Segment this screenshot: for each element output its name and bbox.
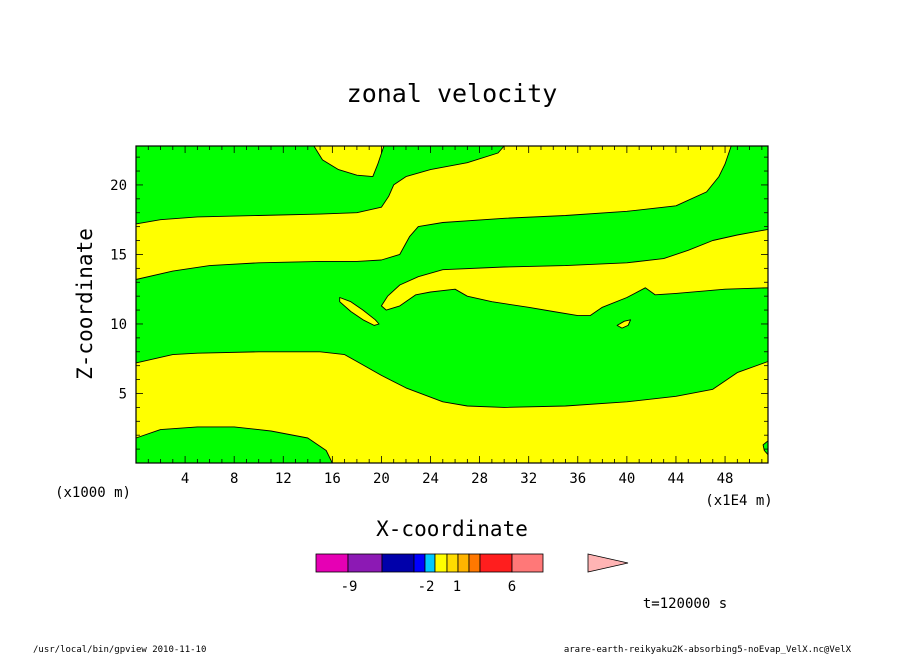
colorbar-arrow [587,553,629,573]
plot-area [135,145,769,464]
x-tick-label: 32 [520,471,537,487]
colorbar-label: -9 [341,579,358,595]
yellow-island-left [339,297,380,326]
x-tick-label: 8 [230,471,238,487]
yellow-island-right [616,319,632,329]
y-tick-label: 10 [110,317,127,333]
colorbar: -9 -2 1 6 [315,553,629,595]
x-tick-label: 12 [275,471,292,487]
chart-title: zonal velocity [347,79,558,108]
x-tick-label: 28 [471,471,488,487]
colorbar-segment [424,553,436,573]
colorbar-label: 1 [453,579,461,595]
y-tick-label: 15 [110,247,127,263]
colorbar-segment [434,553,448,573]
colorbar-segment [347,553,383,573]
colorbar-segment [479,553,513,573]
y-unit-label: (x1000 m) [55,485,131,501]
x-tick-label: 16 [324,471,341,487]
colorbar-segment [446,553,459,573]
green-band-mid [135,145,769,408]
y-tick-label: 20 [110,178,127,194]
x-tick-label: 20 [373,471,390,487]
colorbar-segment [457,553,470,573]
plot-frame [135,145,769,464]
x-tick-label: 36 [569,471,586,487]
y-tick-label: 5 [119,386,127,402]
x-tick-label: 40 [618,471,635,487]
footer-right: arare-earth-reikyaku2K-absorbing5-noEvap… [564,645,852,654]
footer-left: /usr/local/bin/gpview 2010-11-10 [33,645,206,654]
colorbar-segment [511,553,544,573]
colorbar-label: -2 [418,579,435,595]
x-tick-label: 4 [181,471,189,487]
colorbar-segment [381,553,415,573]
colorbar-segment [468,553,481,573]
x-unit-label: (x1E4 m) [705,493,772,509]
x-tick-label: 44 [668,471,685,487]
time-label: t=120000 s [643,596,727,612]
y-axis-label: Z-coordinate [73,228,97,380]
green-band-top-left [135,145,505,225]
colorbar-label: 6 [508,579,516,595]
x-tick-label: 24 [422,471,439,487]
x-tick-label: 48 [717,471,734,487]
colorbar-segment [315,553,349,573]
colorbar-segment [413,553,426,573]
x-axis-label: X-coordinate [376,517,528,541]
yellow-pocket-top [313,145,385,178]
